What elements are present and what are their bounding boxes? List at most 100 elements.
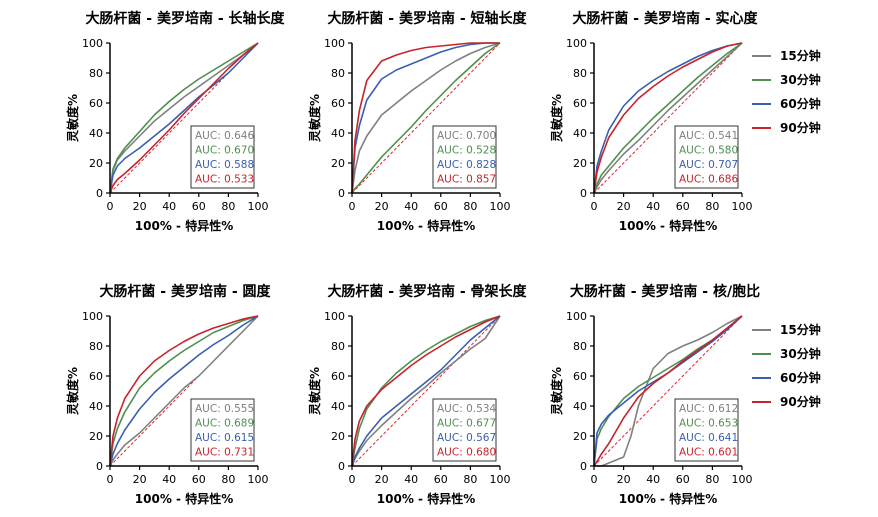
chart-title: 大肠杆菌 - 美罗培南 - 短轴长度 (327, 10, 527, 27)
roc-panel: 大肠杆菌 - 美罗培南 - 实心度 00 20 20 40 40 60 60 80 80 100 10… (549, 10, 759, 233)
x-tick-label: 80 (221, 200, 235, 213)
y-tick-label: 0 (96, 460, 103, 473)
auc-label: AUC: 0.707 (679, 159, 738, 171)
x-tick-label: 80 (463, 473, 477, 486)
x-tick-label: 20 (375, 473, 389, 486)
chart-title: 大肠杆菌 - 美罗培南 - 骨架长度 (327, 283, 527, 300)
auc-label: AUC: 0.686 (679, 174, 738, 186)
roc-curve-line (593, 42, 743, 194)
y-axis-label: 灵敏度% (65, 94, 80, 142)
auc-box (190, 398, 255, 462)
legend-label: 30分钟 (780, 346, 821, 361)
roc-curve-line (593, 42, 743, 194)
y-tick-label: 40 (89, 127, 103, 140)
legend-label: 60分钟 (780, 370, 821, 385)
x-tick-label: 0 (591, 473, 598, 486)
y-tick-label: 60 (331, 97, 345, 110)
x-axis-label: 100% - 特异性% (377, 491, 475, 506)
y-tick-label: 100 (324, 37, 345, 50)
x-tick-label: 20 (133, 473, 147, 486)
x-tick-label: 100 (248, 473, 269, 486)
y-tick-label: 60 (573, 97, 587, 110)
auc-label: AUC: 0.731 (195, 447, 254, 459)
auc-label: AUC: 0.541 (679, 130, 738, 142)
x-tick-label: 20 (617, 473, 631, 486)
x-tick-label: 80 (221, 473, 235, 486)
auc-label: AUC: 0.646 (195, 130, 254, 142)
reference-diagonal (593, 42, 743, 194)
auc-label: AUC: 0.528 (437, 145, 496, 157)
y-tick-label: 0 (580, 460, 587, 473)
x-tick-label: 40 (162, 473, 176, 486)
roc-curve-line (351, 42, 500, 194)
auc-label: AUC: 0.588 (195, 159, 254, 171)
x-tick-label: 40 (646, 200, 660, 213)
roc-curve-line (351, 315, 501, 467)
y-tick-label: 40 (331, 400, 345, 413)
auc-label: AUC: 0.615 (195, 432, 254, 444)
x-tick-label: 100 (732, 473, 753, 486)
auc-label: AUC: 0.689 (195, 418, 254, 430)
x-tick-label: 0 (349, 200, 356, 213)
y-tick-label: 40 (89, 400, 103, 413)
roc-curve-line (109, 42, 259, 194)
y-axis-label: 灵敏度% (549, 94, 564, 142)
x-tick-label: 100 (490, 200, 511, 213)
auc-label: AUC: 0.580 (679, 145, 738, 157)
y-tick-label: 80 (331, 340, 345, 353)
x-tick-label: 40 (646, 473, 660, 486)
y-axis-label: 灵敏度% (549, 367, 564, 415)
y-tick-label: 80 (89, 67, 103, 80)
auc-label: AUC: 0.533 (195, 174, 254, 186)
roc-panel: 大肠杆菌 - 美罗培南 - 骨架长度 00 20 20 40 40 60 60 80 80 100 1… (307, 283, 528, 506)
auc-label: AUC: 0.641 (679, 432, 738, 444)
y-tick-label: 20 (89, 430, 103, 443)
y-axis-label: 灵敏度% (307, 94, 322, 142)
legend-label: 15分钟 (780, 48, 821, 63)
x-tick-label: 60 (676, 200, 690, 213)
x-tick-label: 20 (617, 200, 631, 213)
y-tick-label: 80 (89, 340, 103, 353)
x-tick-label: 40 (162, 200, 176, 213)
auc-label: AUC: 0.670 (195, 145, 254, 157)
y-tick-label: 80 (573, 340, 587, 353)
chart-title: 大肠杆菌 - 美罗培南 - 实心度 (572, 10, 758, 27)
roc-curve-line (593, 315, 743, 467)
roc-curve-line (351, 315, 501, 467)
y-axis-label: 灵敏度% (307, 367, 322, 415)
y-tick-label: 100 (82, 37, 103, 50)
auc-box (674, 125, 739, 189)
x-tick-label: 20 (375, 200, 389, 213)
auc-label: AUC: 0.534 (437, 403, 496, 415)
legend-label: 15分钟 (780, 322, 821, 337)
y-axis-label: 灵敏度% (65, 367, 80, 415)
auc-label: AUC: 0.680 (437, 447, 496, 459)
y-tick-label: 80 (331, 67, 345, 80)
y-tick-label: 0 (96, 187, 103, 200)
x-tick-label: 100 (732, 200, 753, 213)
y-tick-label: 20 (331, 157, 345, 170)
x-tick-label: 80 (463, 200, 477, 213)
y-tick-label: 20 (89, 157, 103, 170)
reference-diagonal (351, 315, 501, 467)
x-tick-label: 60 (192, 200, 206, 213)
roc-curve-line (109, 42, 259, 194)
chart-title: 大肠杆菌 - 美罗培南 - 核/胞比 (570, 283, 760, 300)
auc-label: AUC: 0.555 (195, 403, 254, 415)
auc-label: AUC: 0.857 (437, 174, 496, 186)
x-tick-label: 0 (349, 473, 356, 486)
auc-label: AUC: 0.567 (437, 432, 496, 444)
y-tick-label: 100 (324, 310, 345, 323)
chart-title: 大肠杆菌 - 美罗培南 - 圆度 (99, 283, 271, 300)
auc-label: AUC: 0.653 (679, 418, 738, 430)
auc-box (432, 125, 497, 189)
x-tick-label: 0 (107, 473, 114, 486)
y-tick-label: 0 (338, 460, 345, 473)
legend-label: 60分钟 (780, 96, 821, 111)
roc-curve-line (351, 315, 501, 467)
roc-curve-line (593, 42, 743, 194)
y-tick-label: 20 (331, 430, 345, 443)
roc-curve-line (593, 42, 743, 194)
roc-curve-line (109, 315, 259, 467)
